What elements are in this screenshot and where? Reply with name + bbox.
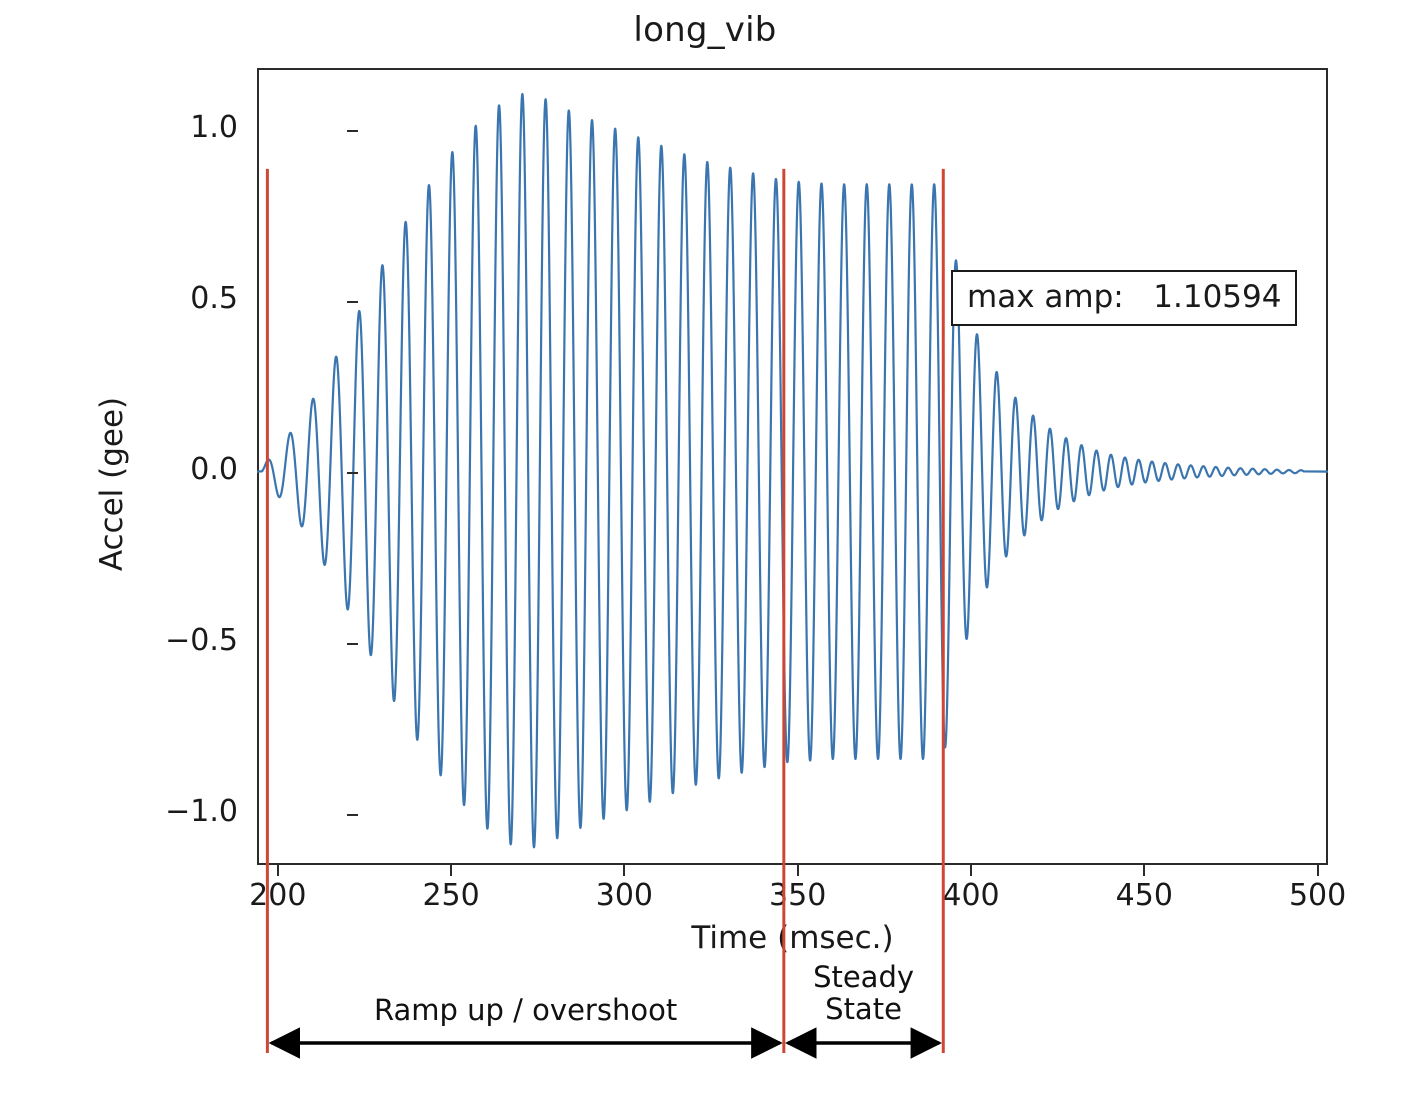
max-amp-annotation: max amp: 1.10594 <box>951 270 1298 326</box>
region-label-ramp-up-overshoot: Ramp up / overshoot <box>326 993 726 1027</box>
y-tick-mark <box>347 129 358 132</box>
x-tick-label: 200 <box>249 878 307 913</box>
y-tick-label: 0.5 <box>190 280 238 316</box>
marker-lines-group <box>265 168 945 865</box>
y-tick-mark <box>347 813 358 816</box>
plot-area <box>257 92 1328 865</box>
region-label-line: State <box>825 992 902 1027</box>
x-tick-label: 450 <box>1115 878 1173 913</box>
x-tick-label: 300 <box>595 878 654 913</box>
region-label-line: Ramp up / overshoot <box>374 993 678 1027</box>
x-tick-label: 400 <box>942 878 1000 913</box>
page-title: long_vib <box>633 10 777 50</box>
y-tick-label: −1.0 <box>165 793 238 829</box>
y-tick-mark <box>347 642 358 645</box>
x-tick-mark <box>1316 865 1319 876</box>
region-label-steady-state: Steady State <box>664 961 1064 1026</box>
x-tick-mark <box>970 865 972 876</box>
y-tick-label: −0.5 <box>165 622 238 658</box>
x-axis-label: Time (msec.) <box>691 920 894 956</box>
y-tick-mark <box>347 300 358 303</box>
x-tick-mark <box>623 865 626 876</box>
y-axis-tick-labels: 1.0 0.5 0.0 −0.5 −1.0 <box>100 0 358 1100</box>
x-tick-label: 500 <box>1288 878 1347 913</box>
x-tick-label: 250 <box>422 878 480 913</box>
x-tick-mark <box>796 865 799 876</box>
x-tick-mark <box>276 865 279 876</box>
region-label-line: Steady <box>813 960 915 994</box>
y-tick-label: 1.0 <box>190 109 238 145</box>
y-tick-label: 0.0 <box>190 451 238 487</box>
x-tick-label: 350 <box>769 878 827 913</box>
x-tick-mark <box>1143 865 1146 876</box>
y-tick-mark <box>347 471 358 474</box>
x-tick-mark <box>450 865 453 876</box>
